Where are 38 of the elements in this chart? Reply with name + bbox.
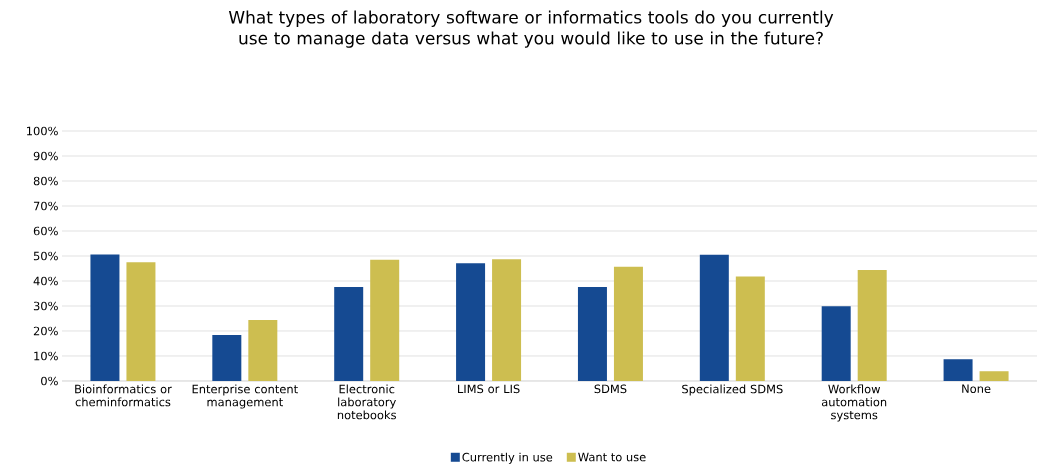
x-tick-label: LIMS or LIS (458, 384, 520, 394)
x-tick-label: Electronic laboratory notebooks (337, 384, 396, 420)
bar (370, 259, 400, 381)
chart-title: What types of laboratory software or informatics tools do you currently use to manage data versus what you would like to use in the future? (228, 10, 834, 48)
legend-label: Want to use (578, 452, 646, 462)
y-tick-label: 50% (33, 251, 58, 261)
bar (857, 269, 887, 381)
bar (456, 263, 486, 381)
bar (699, 254, 729, 381)
x-tick-label: Workflow automation systems (821, 384, 887, 422)
x-tick-label: Specialized SDMS (682, 384, 783, 396)
bar (212, 334, 242, 381)
y-tick-label: 90% (33, 151, 58, 161)
bar (248, 319, 278, 381)
y-tick-label: 20% (33, 326, 58, 336)
bar (735, 276, 765, 381)
x-tick-label: SDMS (594, 384, 627, 394)
bar (577, 286, 607, 381)
bar (821, 306, 851, 381)
x-tick-label: Bioinformatics or cheminformatics (75, 384, 172, 407)
y-tick-label: 80% (33, 176, 58, 186)
bar (126, 262, 156, 381)
y-tick-label: 10% (34, 351, 58, 361)
x-tick-label: Enterprise content management (192, 384, 298, 409)
y-tick-label: 70% (33, 201, 58, 211)
bar (90, 254, 120, 381)
y-tick-label: 30% (33, 301, 58, 311)
bar (613, 266, 643, 381)
y-tick-label: 0% (41, 376, 58, 386)
bar (943, 359, 973, 381)
y-tick-label: 40% (33, 276, 58, 286)
x-tick-label: None (962, 384, 991, 394)
y-tick-label: 100% (27, 126, 58, 136)
legend-label: Currently in use (462, 452, 553, 464)
y-tick-label: 60% (33, 226, 58, 236)
bar (492, 259, 522, 381)
bar (979, 371, 1009, 381)
bar (334, 286, 364, 381)
